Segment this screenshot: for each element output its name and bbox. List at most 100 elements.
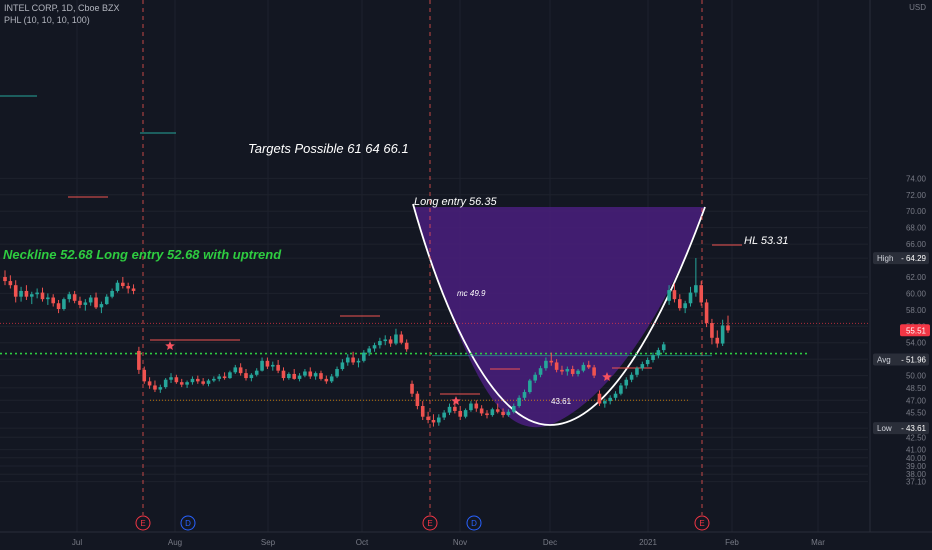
y-tick-label: 62.00 (906, 273, 927, 282)
candle (410, 383, 414, 394)
currency-label: USD (909, 3, 926, 12)
candle (629, 374, 634, 380)
cup-fill (413, 207, 705, 428)
candle (62, 299, 66, 310)
candle (362, 352, 366, 361)
candle (661, 344, 666, 351)
price-tag (873, 422, 929, 435)
candle (672, 290, 677, 300)
candle (565, 369, 570, 372)
y-tick-label: 68.00 (906, 224, 927, 233)
price-tag (873, 252, 929, 265)
candle (303, 371, 307, 376)
candle (426, 416, 430, 420)
y-tick-label: 38.00 (906, 470, 927, 479)
time-axis (0, 532, 932, 550)
candle (329, 376, 334, 382)
y-tick-label: 37.10 (906, 478, 927, 487)
candle (233, 367, 238, 373)
candle (522, 392, 527, 398)
candle (581, 364, 586, 371)
star-marker (451, 396, 461, 405)
indicator-legend: PHL (10, 10, 10, 100) (4, 15, 90, 25)
candle (345, 357, 350, 363)
candle (710, 322, 714, 338)
mc-annotation: mc 49.9 (457, 289, 486, 298)
price-axis (870, 0, 932, 532)
candle (270, 364, 275, 367)
candle (313, 373, 318, 377)
x-tick-label: Jul (72, 538, 82, 547)
candle (613, 393, 618, 398)
candle (704, 302, 709, 323)
candle (104, 296, 109, 305)
candle (651, 355, 655, 360)
candle (228, 372, 232, 379)
candle (479, 408, 484, 414)
candle (576, 370, 580, 374)
candle (287, 373, 291, 379)
x-tick-label: 2021 (639, 538, 657, 547)
candle (517, 397, 521, 407)
price-tag-value: 55.51 (906, 326, 927, 335)
candle (554, 362, 559, 370)
candle (560, 369, 564, 372)
candle (528, 380, 532, 393)
candle (458, 410, 463, 417)
candle (586, 364, 591, 368)
candle (292, 373, 296, 379)
candle (383, 339, 388, 342)
event-marker-label: E (699, 519, 704, 528)
y-tick-label: 40.00 (906, 454, 927, 463)
candle (153, 385, 157, 390)
candle (324, 378, 329, 382)
candle (56, 303, 61, 310)
candle (158, 387, 163, 390)
candle (431, 419, 436, 423)
candle (169, 377, 173, 380)
event-marker (422, 515, 438, 531)
candle (51, 297, 55, 304)
candle (378, 341, 382, 346)
candle (372, 345, 377, 349)
candle (603, 401, 607, 404)
candle (238, 367, 243, 374)
price-tag (900, 324, 930, 337)
x-tick-label: Mar (811, 538, 825, 547)
price-tag-value: - 51.96 (901, 355, 926, 364)
candle (131, 288, 136, 291)
symbol-title: INTEL CORP, 1D, Cboe BZX (4, 3, 120, 13)
candle (404, 342, 409, 350)
candle (694, 285, 698, 293)
candle (185, 382, 189, 385)
candle (420, 406, 425, 417)
candle (597, 393, 602, 404)
candle (88, 297, 93, 303)
candle (715, 337, 720, 344)
candle (244, 373, 248, 379)
low-annotation: 43.61 (551, 397, 572, 406)
y-tick-label: 48.50 (906, 384, 927, 393)
candle (335, 369, 339, 377)
candle (720, 325, 725, 344)
candle (533, 374, 537, 381)
candle (265, 360, 270, 367)
candle (645, 359, 650, 365)
candle (544, 360, 548, 369)
y-tick-label: 58.00 (906, 306, 927, 315)
candle (83, 302, 88, 305)
candle (190, 378, 195, 383)
y-tick-label: 66.00 (906, 240, 927, 249)
candle (340, 362, 345, 370)
candle (592, 367, 596, 376)
candle (394, 334, 398, 344)
candle (437, 417, 441, 423)
y-tick-label: 45.50 (906, 409, 927, 418)
candle (367, 348, 371, 353)
candle (506, 411, 511, 416)
candle (196, 378, 200, 382)
candle (399, 334, 404, 343)
candle (40, 292, 45, 300)
candle (72, 294, 77, 301)
